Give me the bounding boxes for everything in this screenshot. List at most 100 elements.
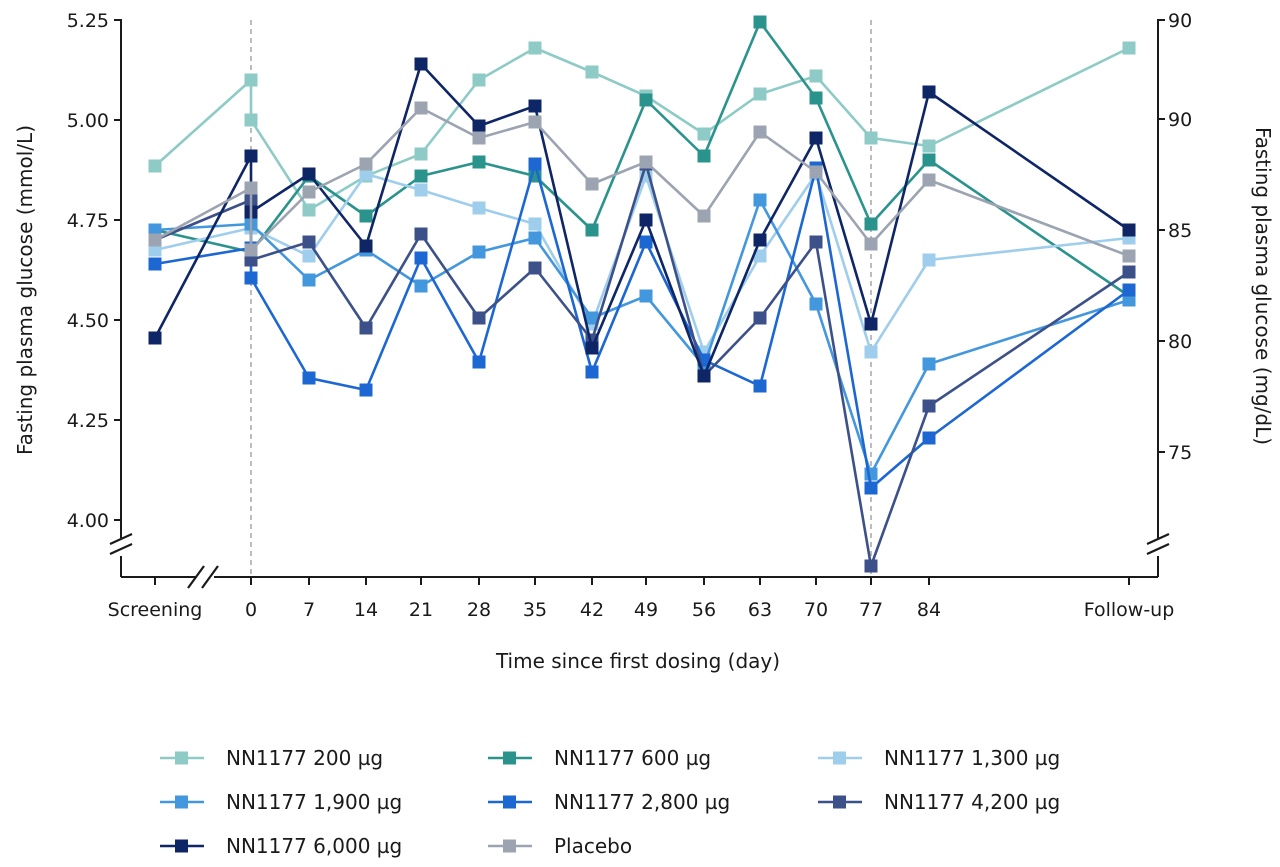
data-point [922,153,936,167]
data-point [148,257,162,271]
data-point [697,127,711,141]
legend-label: Placebo [554,834,632,858]
data-point [244,181,258,195]
legend-item: NN1177 2,800 µg [488,790,730,814]
data-point [302,273,316,287]
data-point [528,261,542,275]
data-point [809,131,823,145]
data-point [922,399,936,413]
legend-swatch-marker [175,839,188,853]
legend-swatch-marker [503,839,516,853]
series-7 [148,101,1136,263]
legend-label: NN1177 4,200 µg [884,790,1060,814]
data-point [244,243,258,257]
y-tick-label: 4.50 [67,310,109,332]
data-point [922,253,936,267]
data-point [864,467,878,481]
x-tick-label: 56 [692,599,716,621]
legend-swatch-marker [833,751,846,765]
data-point [472,131,486,145]
data-point [302,371,316,385]
data-point [302,185,316,199]
legend-swatch-marker [175,795,188,809]
data-point [148,233,162,247]
data-point [864,317,878,331]
legend-label: NN1177 1,900 µg [226,790,402,814]
data-point [864,217,878,231]
data-point [864,237,878,251]
data-point [414,57,428,71]
data-point [753,233,767,247]
data-point [1122,223,1136,237]
data-point [864,131,878,145]
x-tick-label: 14 [354,599,378,621]
legend-label: NN1177 1,300 µg [884,746,1060,770]
legend-item: NN1177 600 µg [488,746,711,770]
legend-item: NN1177 1,300 µg [818,746,1060,770]
data-point [528,115,542,129]
data-point [753,193,767,207]
y2-tick-label: 80 [1168,331,1192,353]
data-point [1122,283,1136,297]
x-tick-label: 49 [634,599,658,621]
legend-swatch-marker [175,751,188,765]
x-tick-label: Screening [108,599,203,621]
y2-tick-label: 90 [1168,10,1192,32]
y-tick-label: 4.25 [67,410,109,432]
data-point [528,99,542,113]
data-point [414,279,428,293]
data-point [414,101,428,115]
legend-swatch-marker [833,795,846,809]
data-point [1122,41,1136,55]
y-tick-label: 4.00 [67,510,109,532]
data-point [639,155,653,169]
data-point [359,239,373,253]
legend-label: NN1177 200 µg [226,746,383,770]
data-point [639,213,653,227]
data-point [528,157,542,171]
y-tick-label: 5.00 [67,110,109,132]
data-point [472,73,486,87]
legend-label: NN1177 600 µg [554,746,711,770]
data-point [472,245,486,259]
data-point [585,223,599,237]
data-point [809,235,823,249]
legend-label: NN1177 2,800 µg [554,790,730,814]
axis-break-left [109,532,133,546]
data-point [864,481,878,495]
data-point [697,209,711,223]
legend-swatch-marker [503,751,516,765]
data-point [148,243,162,257]
data-point [922,173,936,187]
data-point [414,169,428,183]
data-point [809,297,823,311]
y2-axis-title: Fasting plasma glucose (mg/dL) [1251,127,1275,445]
data-point [244,73,258,87]
data-point [753,15,767,29]
data-point [528,231,542,245]
legend-item: NN1177 1,900 µg [160,790,402,814]
legend-swatch-marker [503,795,516,809]
y2-tick-label: 85 [1168,220,1192,242]
legend-item: NN1177 200 µg [160,746,383,770]
x-tick-label: Follow-up [1084,599,1175,621]
data-point [585,65,599,79]
x-tick-label: 21 [409,599,433,621]
data-point [148,331,162,345]
x-tick-label: 63 [748,599,772,621]
data-point [302,235,316,249]
data-point [922,85,936,99]
x-tick-label: 42 [580,599,604,621]
data-point [1122,249,1136,263]
legend-item: NN1177 6,000 µg [160,834,402,858]
data-point [472,355,486,369]
data-point [753,125,767,139]
data-point [585,365,599,379]
data-point [414,251,428,265]
data-point [864,345,878,359]
series-2 [148,167,1136,359]
data-point [359,321,373,335]
data-point [414,227,428,241]
data-point [922,431,936,445]
axis-break-x [187,565,205,589]
